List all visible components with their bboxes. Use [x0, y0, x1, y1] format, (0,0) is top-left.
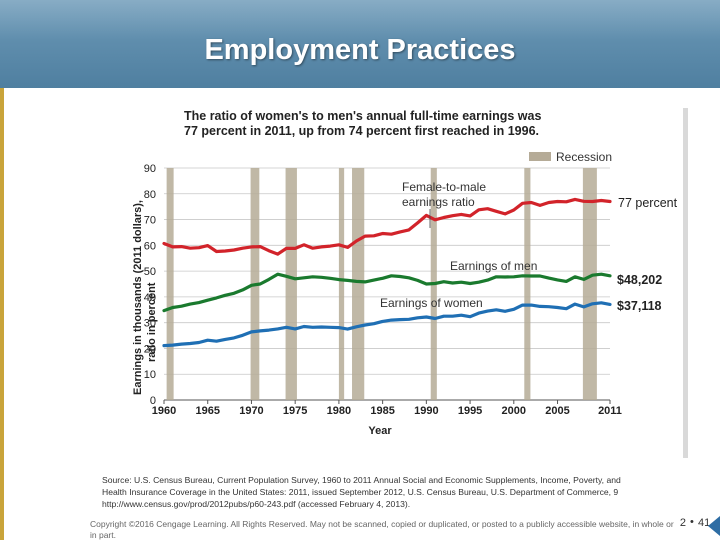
source-line-1: Source: U.S. Census Bureau, Current Popu…: [102, 475, 621, 485]
recession-band: [166, 168, 174, 400]
y-tick-label: 10: [144, 369, 156, 381]
recession-band: [582, 168, 597, 400]
x-tick-label: 2011: [598, 405, 622, 417]
end-label-men: $48,202: [617, 273, 662, 287]
y-tick-label: 80: [144, 189, 156, 201]
copyright-notice: Copyright ©2016 Cengage Learning. All Ri…: [90, 519, 674, 540]
chart-panel-edge: [683, 108, 688, 458]
source-line-2: Health Insurance Coverage in the United …: [102, 487, 618, 497]
x-tick-label: 1965: [195, 405, 219, 417]
recession-band: [285, 168, 297, 400]
chart-title-line1: The ratio of women's to men's annual ful…: [184, 109, 541, 123]
y-tick-label: 60: [144, 240, 156, 252]
annotation-ratio-line1: Female-to-male: [402, 180, 486, 194]
x-tick-label: 1975: [283, 405, 307, 417]
series-line-earnings-of-women: [162, 301, 612, 348]
y-tick-label: 70: [144, 215, 156, 227]
x-tick-label: 1960: [152, 405, 176, 417]
x-tick-label: 1995: [458, 405, 482, 417]
end-label-women: $37,118: [617, 299, 662, 313]
annotation-ratio-line2: earnings ratio: [402, 195, 475, 209]
x-tick-label: 1980: [327, 405, 351, 417]
recession-band: [352, 168, 365, 400]
chapter-number: 2: [679, 517, 686, 529]
slide-title: Employment Practices: [204, 34, 516, 66]
x-tick-label: 2000: [502, 405, 526, 417]
grid-layer: [164, 167, 610, 401]
legend-recession-swatch: [529, 152, 551, 161]
y-tick-label: 20: [144, 343, 156, 355]
x-axis-label: Year: [368, 425, 392, 437]
series-line-women-to-men-ratio: [162, 197, 612, 256]
series-layer: [162, 197, 612, 348]
corner-arrow-icon: [708, 516, 720, 536]
slide-header: Employment Practices: [0, 0, 720, 88]
x-tick-label: 1970: [239, 405, 263, 417]
y-tick-label: 90: [144, 163, 156, 175]
page-separator: •: [690, 516, 694, 528]
series-line-earnings-of-men: [162, 272, 612, 313]
recession-band: [524, 168, 531, 400]
left-accent-bar: [0, 88, 4, 540]
y-axis-label-line2: ratio in percent: [146, 282, 158, 362]
chart-title-line2: 77 percent in 2011, up from 74 percent f…: [184, 124, 539, 138]
y-tick-label: 0: [150, 395, 156, 407]
tick-layer: 0 10 20 30 40 50 60 70 80 90 1960 1965 1970 1975 1980 1…: [144, 163, 622, 417]
end-label-ratio: 77 percent: [618, 196, 678, 210]
legend-recession-label: Recession: [556, 150, 612, 164]
x-tick-label: 1990: [414, 405, 438, 417]
y-axis-label-line1: Earnings in thousands (2011 dollars),: [132, 200, 144, 395]
annotation-women-label: Earnings of women: [380, 296, 483, 310]
annotation-men-label: Earnings of men: [450, 259, 537, 273]
y-tick-label: 30: [144, 318, 156, 330]
source-line-3: http://www.census.gov/prod/2012pubs/p60-…: [102, 499, 410, 509]
recession-band: [338, 168, 345, 400]
header-shine: [0, 0, 720, 40]
page-value: 41: [698, 517, 711, 529]
y-tick-label: 40: [144, 292, 156, 304]
x-tick-label: 1985: [370, 405, 394, 417]
x-tick-label: 2005: [545, 405, 569, 417]
y-tick-label: 50: [144, 266, 156, 278]
